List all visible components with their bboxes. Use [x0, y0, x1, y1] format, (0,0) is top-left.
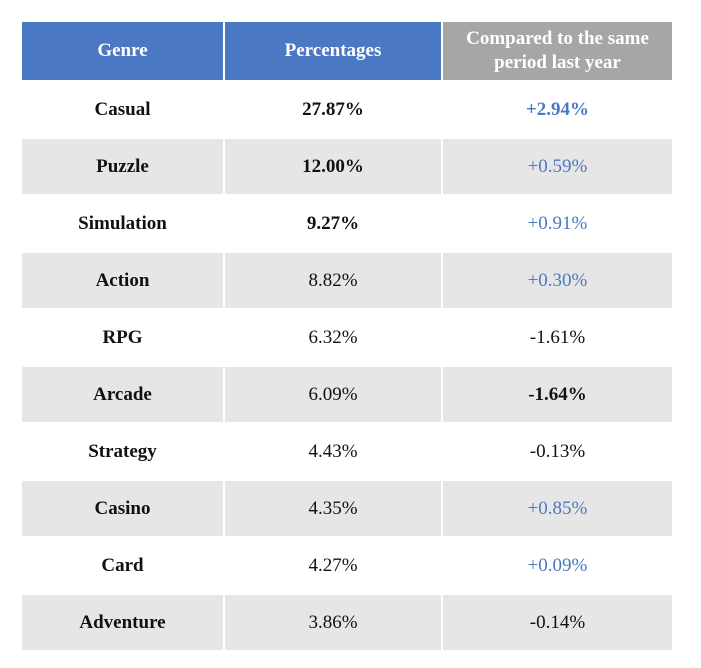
- table-row: Card 4.27% +0.09%: [22, 538, 672, 595]
- table-row: Action 8.82% +0.30%: [22, 253, 672, 310]
- header-percentages: Percentages: [225, 22, 443, 80]
- change-cell: +0.85%: [443, 481, 672, 536]
- table-row: Simulation 9.27% +0.91%: [22, 196, 672, 253]
- table-row: Casual 27.87% +2.94%: [22, 82, 672, 139]
- change-cell: +2.94%: [443, 82, 672, 137]
- change-cell: +0.30%: [443, 253, 672, 308]
- change-cell: +0.09%: [443, 538, 672, 593]
- percentage-cell: 3.86%: [225, 595, 443, 650]
- change-cell: +0.59%: [443, 139, 672, 194]
- percentage-cell: 4.35%: [225, 481, 443, 536]
- table-row: Casino 4.35% +0.85%: [22, 481, 672, 538]
- genre-cell: Card: [22, 538, 225, 593]
- table-row: Puzzle 12.00% +0.59%: [22, 139, 672, 196]
- percentage-cell: 12.00%: [225, 139, 443, 194]
- percentage-cell: 6.09%: [225, 367, 443, 422]
- genre-cell: Action: [22, 253, 225, 308]
- change-cell: -1.61%: [443, 310, 672, 365]
- genre-cell: Arcade: [22, 367, 225, 422]
- change-cell: +0.91%: [443, 196, 672, 251]
- genre-cell: Puzzle: [22, 139, 225, 194]
- percentage-cell: 8.82%: [225, 253, 443, 308]
- genre-cell: Casual: [22, 82, 225, 137]
- table-row: Adventure 3.86% -0.14%: [22, 595, 672, 652]
- percentage-cell: 27.87%: [225, 82, 443, 137]
- genre-cell: Adventure: [22, 595, 225, 650]
- table-row: Arcade 6.09% -1.64%: [22, 367, 672, 424]
- change-cell: -1.64%: [443, 367, 672, 422]
- header-compared: Compared to the same period last year: [443, 22, 672, 80]
- table-row: RPG 6.32% -1.61%: [22, 310, 672, 367]
- genre-cell: RPG: [22, 310, 225, 365]
- percentage-cell: 4.27%: [225, 538, 443, 593]
- genre-cell: Casino: [22, 481, 225, 536]
- genre-cell: Strategy: [22, 424, 225, 479]
- table-row: Strategy 4.43% -0.13%: [22, 424, 672, 481]
- genre-cell: Simulation: [22, 196, 225, 251]
- change-cell: -0.13%: [443, 424, 672, 479]
- change-cell: -0.14%: [443, 595, 672, 650]
- genre-share-table: Genre Percentages Compared to the same p…: [22, 22, 672, 652]
- percentage-cell: 6.32%: [225, 310, 443, 365]
- percentage-cell: 9.27%: [225, 196, 443, 251]
- percentage-cell: 4.43%: [225, 424, 443, 479]
- header-genre: Genre: [22, 22, 225, 80]
- table-header-row: Genre Percentages Compared to the same p…: [22, 22, 672, 82]
